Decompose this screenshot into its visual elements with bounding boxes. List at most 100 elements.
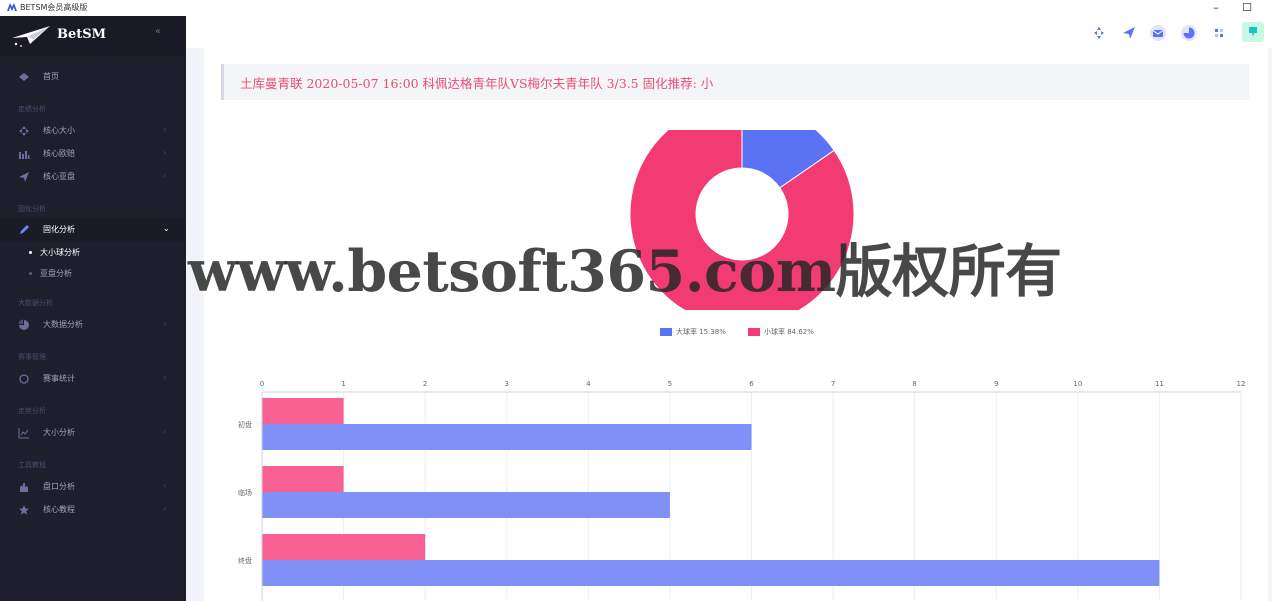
sidebar-item-solidify[interactable]: 固化分析 ⌄ [0, 219, 186, 241]
sidebar-item-label: 大数据分析 [43, 320, 83, 329]
bar-series-1[interactable] [262, 492, 670, 518]
legend-label-over: 大球率 15.38% [676, 328, 726, 336]
line-chart-icon [18, 428, 29, 439]
sidebar-item-label: 核心亚盘 [43, 172, 75, 181]
sidebar-item-label: 大小分析 [43, 428, 75, 437]
mail-icon[interactable] [1149, 24, 1167, 42]
x-tick-label: 9 [994, 380, 998, 388]
legend-swatch-under [748, 328, 760, 336]
sidebar-item-match-stats[interactable]: 赛事统计 › [0, 368, 186, 390]
chart-icon [19, 151, 30, 159]
sidebar-item-label: 核心大小 [43, 126, 75, 135]
donut-chart [629, 130, 855, 310]
y-category-label: 终盘 [238, 556, 252, 565]
section-title: 走绩分析 [18, 105, 46, 113]
sidebar-item-label: 核心教程 [43, 505, 75, 514]
section-title: 大数据分析 [18, 299, 53, 307]
sidebar-item-core-asian[interactable]: 核心亚盘 › [0, 166, 186, 188]
collapse-sidebar-icon[interactable]: « [155, 26, 162, 37]
bullet-icon [29, 251, 32, 254]
maximize-button[interactable]: ☐ [1242, 1, 1252, 14]
chevron-right-icon: › [163, 481, 167, 490]
sidebar-item-trend[interactable]: 大小分析 › [0, 422, 186, 444]
sidebar-subitem-label: 亚盘分析 [40, 269, 72, 278]
x-tick-label: 12 [1237, 380, 1246, 388]
chevron-right-icon: › [163, 125, 167, 134]
x-tick-label: 4 [586, 380, 591, 388]
bar-series-0[interactable] [262, 398, 344, 424]
brand-name: BetSM [57, 27, 107, 42]
brand[interactable]: BetSM « [0, 16, 186, 56]
title-bar: BETSM会员高级版 – ☐ [0, 0, 1272, 16]
bar-series-1[interactable] [262, 560, 1160, 586]
sidebar-item-label: 核心欧赔 [43, 149, 75, 158]
top-bar [186, 16, 1272, 48]
x-tick-label: 6 [749, 380, 754, 388]
sidebar-subitem-label: 大小球分析 [40, 248, 80, 257]
hand-icon [20, 483, 28, 492]
section-title: 赛事管理 [18, 353, 46, 361]
x-tick-label: 1 [341, 380, 345, 388]
app-logo-icon [7, 3, 17, 11]
donut-slice-1[interactable] [629, 130, 855, 310]
section-title: 走势分析 [18, 407, 46, 415]
chart-pie-icon[interactable] [1180, 24, 1198, 42]
bar-series-1[interactable] [262, 424, 752, 450]
x-tick-label: 5 [668, 380, 672, 388]
user-avatar-icon[interactable] [1242, 22, 1264, 42]
x-tick-label: 2 [423, 380, 427, 388]
x-tick-label: 7 [831, 380, 835, 388]
x-tick-label: 8 [912, 380, 916, 388]
section-title: 工具教程 [18, 461, 46, 469]
bar-series-0[interactable] [262, 466, 344, 492]
bullet-icon [29, 272, 32, 275]
chevron-right-icon: › [163, 427, 167, 436]
sidebar: BetSM « 首页 走绩分析 核心大小 › 核心欧赔 › 核心亚盘 › 固化分… [0, 16, 186, 601]
minimize-button[interactable]: – [1213, 1, 1219, 14]
chevron-right-icon: › [163, 171, 167, 180]
legend-label-under: 小球率 84.62% [764, 328, 814, 336]
sidebar-item-label: 赛事统计 [43, 374, 75, 383]
sidebar-item-tutorial[interactable]: 核心教程 › [0, 499, 186, 521]
star-icon [19, 505, 29, 515]
chevron-down-icon: ⌄ [163, 224, 170, 233]
y-category-label: 初盘 [238, 420, 252, 429]
sidebar-item-handicap[interactable]: 盘口分析 › [0, 476, 186, 498]
chevron-right-icon: › [163, 373, 167, 382]
pen-icon [20, 225, 29, 234]
x-tick-label: 11 [1155, 380, 1164, 388]
paper-plane-logo-icon [12, 26, 50, 47]
chevron-right-icon: › [163, 504, 167, 513]
sidebar-item-home[interactable]: 首页 [0, 66, 186, 88]
sidebar-subitem-overunder[interactable]: 大小球分析 [0, 242, 186, 262]
x-tick-label: 3 [505, 380, 509, 388]
chevron-right-icon: › [163, 148, 167, 157]
legend-item-under[interactable]: 小球率 84.62% [748, 327, 814, 337]
paper-plane-icon [19, 172, 29, 182]
pie-icon [18, 319, 29, 330]
diamond-arrows-icon[interactable] [1090, 24, 1108, 42]
sidebar-item-core-odds[interactable]: 核心欧赔 › [0, 143, 186, 165]
x-tick-label: 0 [260, 380, 264, 388]
sidebar-item-bigdata[interactable]: 大数据分析 › [0, 314, 186, 336]
home-icon [19, 73, 29, 81]
legend-swatch-over [660, 328, 672, 336]
section-title: 固化分析 [18, 205, 46, 213]
circle-icon [19, 374, 29, 384]
match-headline: 土库曼青联 2020-05-07 16:00 科佩达格青年队VS梅尔夫青年队 3… [221, 64, 1249, 100]
watermark: www.betsoft365.com版权所有 [188, 238, 1062, 305]
sidebar-item-core-size[interactable]: 核心大小 › [0, 120, 186, 142]
sidebar-subitem-asian[interactable]: 亚盘分析 [0, 263, 186, 283]
sidebar-item-label: 首页 [43, 72, 59, 81]
legend-item-over[interactable]: 大球率 15.38% [660, 327, 726, 337]
donut-slice-0[interactable] [741, 130, 835, 189]
grid-icon[interactable] [1210, 24, 1228, 42]
chevron-right-icon: › [163, 319, 167, 328]
match-headline-text: 土库曼青联 2020-05-07 16:00 科佩达格青年队VS梅尔夫青年队 3… [240, 76, 714, 91]
bar-series-0[interactable] [262, 534, 426, 560]
x-tick-label: 10 [1073, 380, 1082, 388]
diamond-arrows-icon [19, 126, 29, 136]
window-title: BETSM会员高级版 [20, 3, 88, 12]
paper-plane-icon[interactable] [1120, 24, 1138, 42]
